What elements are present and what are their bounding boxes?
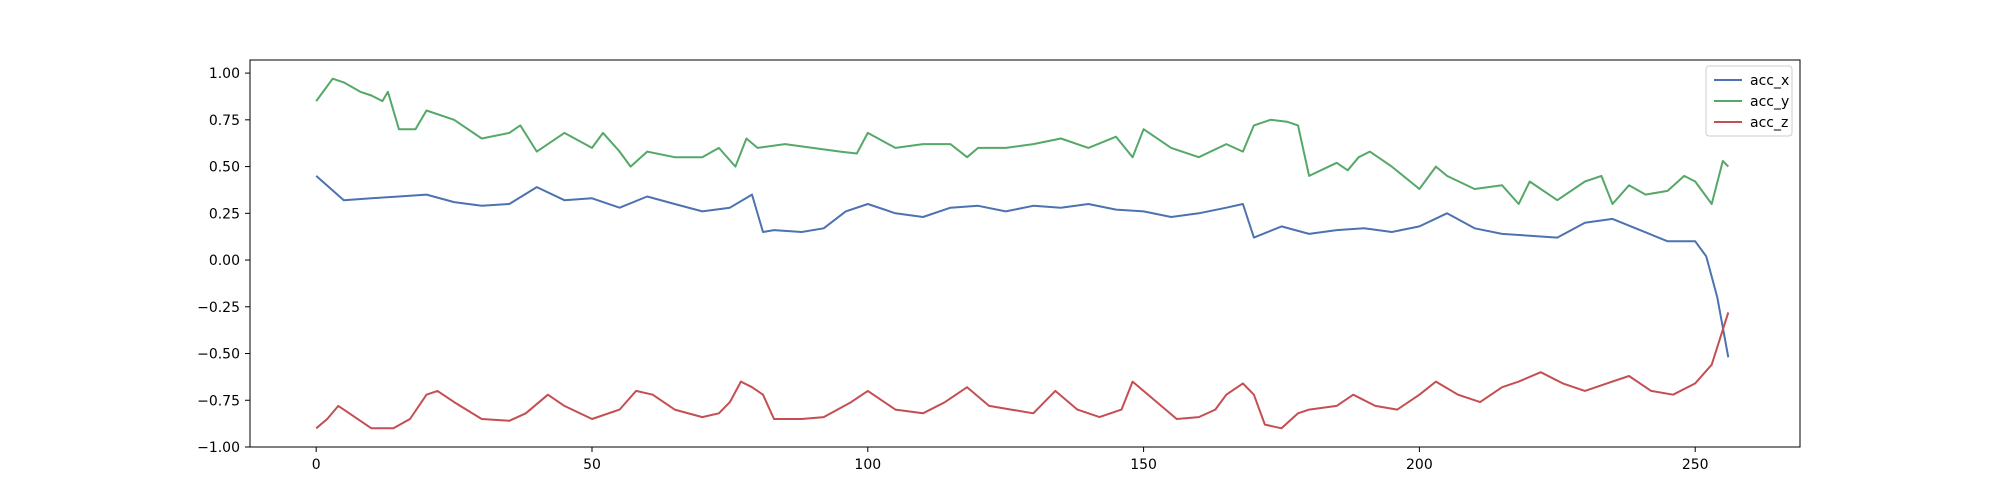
series-line-acc_x: [315, 175, 1730, 358]
y-tick-label: −0.75: [197, 393, 240, 409]
x-axis: 0 50 100 150 200 250: [312, 447, 1709, 473]
y-tick-label: 1.00: [209, 66, 240, 82]
x-tick-label: 200: [1406, 457, 1433, 473]
y-tick-label: 0.00: [209, 253, 240, 269]
legend-label-acc_y: acc_y: [1750, 94, 1789, 110]
y-tick-label: 0.25: [209, 206, 240, 222]
y-tick-label: −1.00: [197, 440, 240, 456]
plot-area: [249, 59, 1801, 448]
series-layer: [315, 77, 1730, 430]
y-tick-label: −0.50: [197, 347, 240, 363]
x-tick-label: 100: [854, 457, 881, 473]
legend-label-acc_z: acc_z: [1750, 115, 1788, 131]
series-line-acc_z: [315, 312, 1730, 430]
y-tick-label: 0.50: [209, 160, 240, 176]
y-axis: −1.00 −0.75 −0.50 −0.25 0.00 0.25 0.50 0.75 1.00: [197, 66, 250, 456]
x-tick-label: 150: [1130, 457, 1157, 473]
plot-frame: [249, 59, 1801, 448]
legend-label-acc_x: acc_x: [1750, 73, 1789, 89]
legend-box: [1705, 65, 1793, 137]
x-tick-label: 50: [583, 457, 601, 473]
x-tick-label: 0: [312, 457, 321, 473]
x-tick-label: 250: [1682, 457, 1709, 473]
series-line-acc_y: [315, 77, 1730, 205]
y-tick-label: 0.75: [209, 113, 240, 129]
y-tick-label: −0.25: [197, 300, 240, 316]
legend: acc_x acc_y acc_z: [1705, 65, 1793, 137]
